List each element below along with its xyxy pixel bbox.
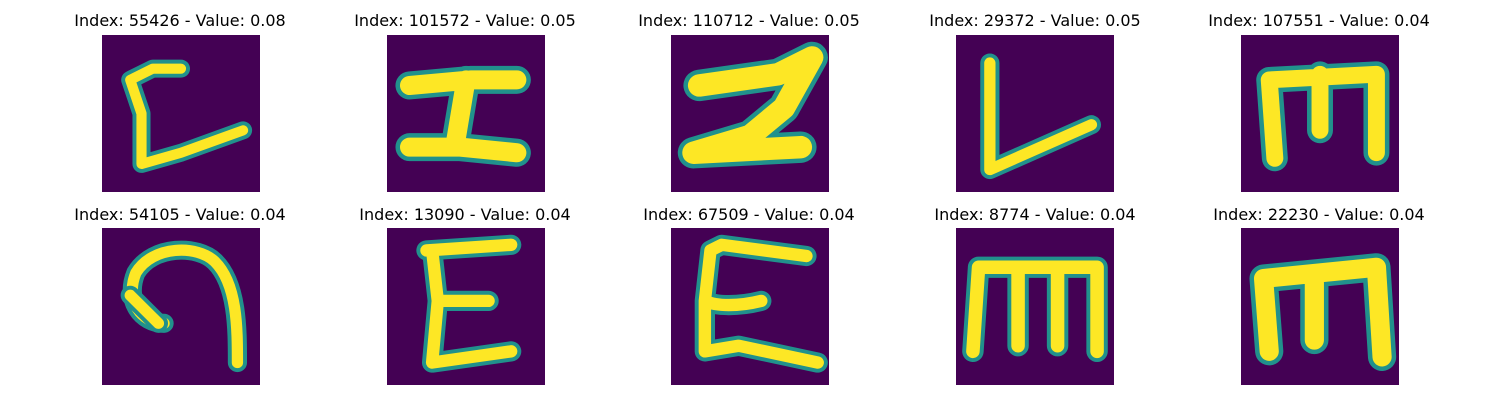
glyph-image-c xyxy=(102,35,260,192)
panel-title: Index: 67509 - Value: 0.04 xyxy=(643,205,855,224)
glyph-image-l xyxy=(956,35,1114,192)
glyph-image-e xyxy=(387,228,545,385)
panel-title: Index: 107551 - Value: 0.04 xyxy=(1208,11,1430,30)
panel-title: Index: 8774 - Value: 0.04 xyxy=(934,205,1136,224)
panel-title: Index: 110712 - Value: 0.05 xyxy=(638,11,860,30)
panel-title: Index: 13090 - Value: 0.04 xyxy=(359,205,571,224)
glyph-image-m xyxy=(1241,35,1399,192)
glyph-image-z xyxy=(671,35,829,192)
panel-title: Index: 54105 - Value: 0.04 xyxy=(74,205,286,224)
glyph-image-m xyxy=(1241,228,1399,385)
panel-title: Index: 101572 - Value: 0.05 xyxy=(354,11,576,30)
panel-title: Index: 29372 - Value: 0.05 xyxy=(929,11,1141,30)
glyph-image-e xyxy=(671,228,829,385)
glyph-image-i xyxy=(387,35,545,192)
glyph-image-m xyxy=(956,228,1114,385)
panel-title: Index: 22230 - Value: 0.04 xyxy=(1213,205,1425,224)
glyph-image-curl xyxy=(102,228,260,385)
panel-title: Index: 55426 - Value: 0.08 xyxy=(74,11,286,30)
